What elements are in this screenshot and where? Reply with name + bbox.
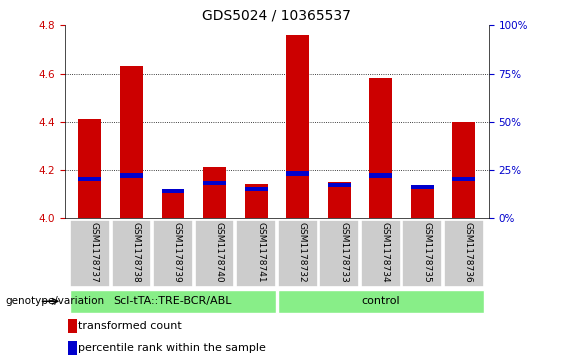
Bar [453,122,475,218]
Bar [120,173,143,178]
FancyBboxPatch shape [277,220,318,287]
Bar [370,173,392,178]
Text: transformed count: transformed count [78,321,182,331]
FancyBboxPatch shape [444,220,484,287]
FancyBboxPatch shape [236,220,276,287]
Bar [328,182,351,218]
FancyBboxPatch shape [402,220,442,287]
Text: GSM1178741: GSM1178741 [256,222,265,283]
Text: GSM1178736: GSM1178736 [464,222,473,283]
Text: Scl-tTA::TRE-BCR/ABL: Scl-tTA::TRE-BCR/ABL [114,296,232,306]
Text: GSM1178732: GSM1178732 [298,222,307,283]
Bar [162,189,184,218]
Bar [286,171,309,176]
Bar [68,341,77,355]
Bar [245,187,267,191]
FancyBboxPatch shape [153,220,193,287]
Bar [203,167,226,218]
Bar [411,185,434,189]
Text: percentile rank within the sample: percentile rank within the sample [78,343,266,353]
FancyBboxPatch shape [194,220,234,287]
Text: GSM1178735: GSM1178735 [422,222,431,283]
FancyBboxPatch shape [111,220,151,287]
Bar [370,78,392,218]
Bar [203,181,226,185]
Bar [245,184,267,218]
Text: GSM1178739: GSM1178739 [173,222,182,283]
FancyBboxPatch shape [70,220,110,287]
Text: genotype/variation: genotype/variation [6,296,105,306]
Bar [79,177,101,182]
Bar [328,183,351,187]
FancyBboxPatch shape [319,220,359,287]
Bar [286,35,309,218]
Text: GSM1178734: GSM1178734 [381,222,390,283]
FancyBboxPatch shape [361,220,401,287]
Text: control: control [362,296,400,306]
Text: GSM1178737: GSM1178737 [90,222,99,283]
Text: GSM1178740: GSM1178740 [215,222,224,283]
Bar [79,119,101,218]
Title: GDS5024 / 10365537: GDS5024 / 10365537 [202,9,351,23]
Bar [162,189,184,193]
FancyBboxPatch shape [70,290,276,313]
Bar [453,177,475,182]
Text: GSM1178738: GSM1178738 [132,222,141,283]
Bar [120,66,143,218]
Text: GSM1178733: GSM1178733 [339,222,348,283]
Bar [68,319,77,333]
FancyBboxPatch shape [277,290,484,313]
Bar [411,187,434,218]
